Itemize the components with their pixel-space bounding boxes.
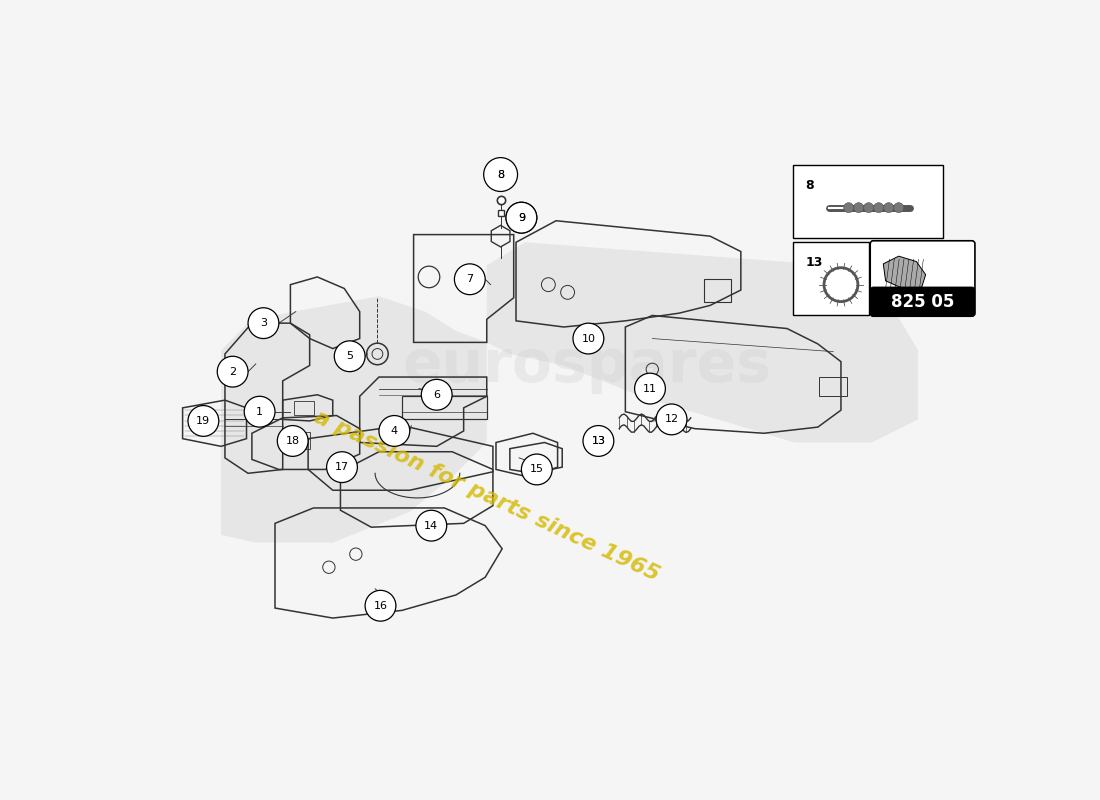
Circle shape <box>327 452 358 482</box>
Text: 1: 1 <box>256 406 263 417</box>
Text: 19: 19 <box>196 416 210 426</box>
Text: 11: 11 <box>644 383 657 394</box>
Text: 4: 4 <box>390 426 398 436</box>
Text: 825 05: 825 05 <box>891 293 955 310</box>
Circle shape <box>635 373 666 404</box>
Circle shape <box>506 202 537 233</box>
Text: 13: 13 <box>805 256 823 269</box>
Circle shape <box>484 158 517 191</box>
Circle shape <box>873 202 883 213</box>
Text: 2: 2 <box>229 366 236 377</box>
Text: eurospares: eurospares <box>403 337 771 394</box>
Text: 14: 14 <box>425 521 439 530</box>
Text: 9: 9 <box>518 213 525 222</box>
Text: 15: 15 <box>530 465 543 474</box>
Text: 17: 17 <box>334 462 349 472</box>
Text: 8: 8 <box>497 170 504 179</box>
Text: 6: 6 <box>433 390 440 400</box>
FancyBboxPatch shape <box>870 241 975 316</box>
Circle shape <box>416 510 447 541</box>
FancyBboxPatch shape <box>870 287 975 316</box>
Circle shape <box>583 426 614 456</box>
FancyBboxPatch shape <box>793 166 943 238</box>
Circle shape <box>454 264 485 294</box>
Text: a passion for parts since 1965: a passion for parts since 1965 <box>311 407 662 586</box>
Circle shape <box>506 202 537 233</box>
Text: 8: 8 <box>497 170 504 179</box>
Text: 10: 10 <box>582 334 595 343</box>
Circle shape <box>378 415 409 446</box>
Circle shape <box>277 426 308 456</box>
Circle shape <box>421 379 452 410</box>
Circle shape <box>217 356 248 387</box>
Text: 12: 12 <box>664 414 679 424</box>
Text: 13: 13 <box>592 436 605 446</box>
Circle shape <box>485 159 516 190</box>
Text: 5: 5 <box>346 351 353 362</box>
Text: 16: 16 <box>374 601 387 610</box>
Text: 18: 18 <box>286 436 300 446</box>
FancyBboxPatch shape <box>793 242 869 314</box>
Polygon shape <box>883 256 926 290</box>
Text: 8: 8 <box>805 179 814 192</box>
Polygon shape <box>486 242 917 442</box>
Text: 9: 9 <box>518 213 525 222</box>
Circle shape <box>334 341 365 372</box>
Circle shape <box>854 202 864 213</box>
Polygon shape <box>221 296 486 542</box>
Text: 13: 13 <box>592 436 605 446</box>
Circle shape <box>844 202 854 213</box>
Circle shape <box>244 396 275 427</box>
Circle shape <box>883 202 893 213</box>
Circle shape <box>188 406 219 436</box>
Circle shape <box>893 202 904 213</box>
Text: 7: 7 <box>466 274 473 284</box>
Circle shape <box>573 323 604 354</box>
Circle shape <box>248 308 278 338</box>
Circle shape <box>365 590 396 621</box>
Text: 3: 3 <box>260 318 267 328</box>
Circle shape <box>521 454 552 485</box>
Circle shape <box>656 404 686 435</box>
Circle shape <box>864 202 873 213</box>
